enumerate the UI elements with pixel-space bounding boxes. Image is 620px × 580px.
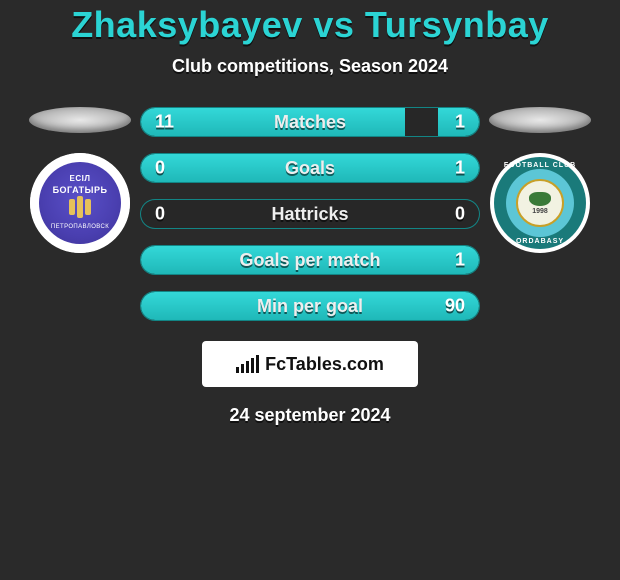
- title-vs: vs: [313, 4, 354, 45]
- right-pedestal: [489, 107, 591, 133]
- stat-bars: 111Matches01Goals00Hattricks1Goals per m…: [140, 107, 480, 321]
- stat-row: 0 1 Goals: [140, 153, 480, 183]
- left-side: ЕСІЛ БОГАТЫРЬ ПЕТРОПАВЛОВСК: [20, 107, 140, 253]
- bar-chart-icon: [236, 355, 259, 373]
- stat-row: 1 Goals per match: [140, 245, 480, 275]
- right-crest-center: 1998: [516, 179, 564, 227]
- stat-label: Min per goal: [257, 296, 363, 317]
- right-crest-bottom: ORDABASY: [516, 238, 564, 245]
- stat-row: 0 0 Hattricks: [140, 199, 480, 229]
- left-crest-bottom: ПЕТРОПАВЛОВСК: [51, 224, 109, 230]
- left-crest-name: БОГАТЫРЬ: [53, 185, 108, 195]
- stat-value-left: 11: [155, 112, 174, 133]
- stat-value-right: 0: [455, 204, 465, 225]
- stat-row: 111Matches: [140, 107, 480, 137]
- comparison-card: Zhaksybayev vs Tursynbay Club competitio…: [0, 0, 620, 580]
- right-club-crest: FOOTBALL CLUB 1998 ORDABASY: [490, 153, 590, 253]
- right-crest-top: FOOTBALL CLUB: [504, 162, 576, 169]
- title-left-player: Zhaksybayev: [71, 4, 303, 45]
- left-pedestal: [29, 107, 131, 133]
- stat-label: Goals per match: [239, 250, 380, 271]
- date-line: 24 september 2024: [0, 405, 620, 426]
- comparison-layout: ЕСІЛ БОГАТЫРЬ ПЕТРОПАВЛОВСК 111Matches01…: [0, 107, 620, 321]
- stat-value-left: 0: [155, 204, 165, 225]
- stat-label: Hattricks: [271, 204, 348, 225]
- stat-value-right: 1: [455, 250, 465, 271]
- left-crest-inner: ЕСІЛ БОГАТЫРЬ ПЕТРОПАВЛОВСК: [39, 162, 121, 244]
- eagle-icon: [529, 192, 551, 206]
- stat-label: Goals: [285, 158, 335, 179]
- stat-row: 90 Min per goal: [140, 291, 480, 321]
- stat-label: Matches: [274, 112, 346, 133]
- left-crest-logo: [69, 199, 91, 221]
- stat-value-right: 90: [445, 296, 465, 317]
- left-club-crest: ЕСІЛ БОГАТЫРЬ ПЕТРОПАВЛОВСК: [30, 153, 130, 253]
- right-side: FOOTBALL CLUB 1998 ORDABASY: [480, 107, 600, 253]
- left-crest-top: ЕСІЛ: [70, 174, 91, 183]
- stat-fill-left: [141, 108, 405, 136]
- title-right-player: Tursynbay: [365, 4, 549, 45]
- right-crest-year: 1998: [532, 208, 548, 215]
- stat-value-right: 1: [455, 112, 465, 133]
- stat-value-left: 0: [155, 158, 165, 179]
- brand-badge[interactable]: FcTables.com: [202, 341, 418, 387]
- brand-text: FcTables.com: [265, 354, 384, 375]
- stat-value-right: 1: [455, 158, 465, 179]
- subtitle: Club competitions, Season 2024: [0, 56, 620, 77]
- page-title: Zhaksybayev vs Tursynbay: [0, 0, 620, 46]
